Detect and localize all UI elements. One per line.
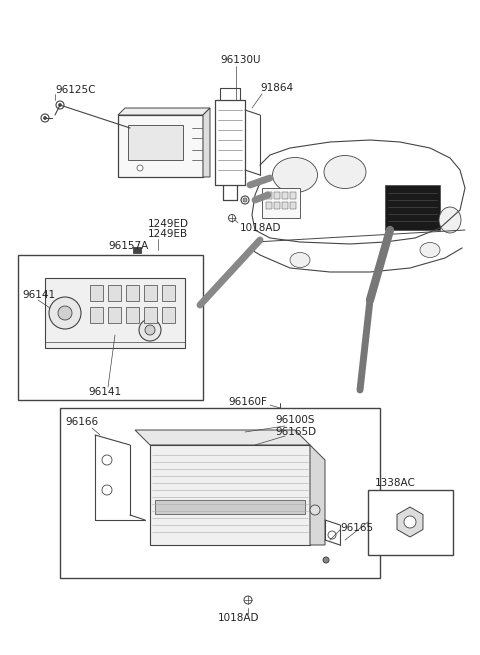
Text: 91864: 91864 [260,83,293,93]
Bar [150,445,310,545]
Bar [266,202,272,209]
Text: 96125C: 96125C [55,85,96,95]
Circle shape [58,306,72,320]
Bar [144,285,157,301]
Text: 96166: 96166 [65,417,98,427]
Text: 96157A: 96157A [108,241,148,251]
Polygon shape [203,108,210,177]
Text: 96141: 96141 [22,290,55,300]
Bar [385,185,440,230]
Text: 96141: 96141 [88,387,121,397]
Bar [266,192,272,199]
Text: 96165D: 96165D [275,427,316,437]
Circle shape [102,455,112,465]
Circle shape [243,198,247,202]
Circle shape [244,596,252,604]
Ellipse shape [273,157,317,193]
Ellipse shape [290,252,310,267]
Ellipse shape [439,207,461,233]
Circle shape [44,117,47,119]
Circle shape [102,485,112,495]
Circle shape [139,319,161,341]
Circle shape [59,103,61,107]
Text: 1018AD: 1018AD [240,223,281,233]
Bar [162,285,175,301]
Text: 96130U: 96130U [220,55,261,65]
Circle shape [241,196,249,204]
Polygon shape [135,430,310,445]
Circle shape [228,214,236,221]
Circle shape [49,297,81,329]
Circle shape [145,325,155,335]
Bar [126,307,139,323]
Bar [282,202,288,209]
Bar [128,125,183,160]
Text: 1249ED: 1249ED [148,219,189,229]
Bar [18,255,203,400]
Text: 96100S: 96100S [275,415,314,425]
Bar [274,202,280,209]
Bar [108,285,121,301]
Bar [290,202,296,209]
Polygon shape [118,108,210,115]
Bar [368,490,453,555]
Circle shape [404,516,416,528]
Circle shape [310,505,320,515]
Bar [162,307,175,323]
Ellipse shape [324,155,366,189]
Text: 96165: 96165 [340,523,373,533]
Bar [133,247,141,253]
Text: 96160F: 96160F [228,397,267,407]
Bar [90,285,103,301]
Bar [282,192,288,199]
Circle shape [137,165,143,171]
Bar [290,192,296,199]
Bar [60,408,380,578]
Text: 1249EB: 1249EB [148,229,188,239]
Text: 1018AD: 1018AD [218,613,260,623]
Bar [90,307,103,323]
Circle shape [56,101,64,109]
Circle shape [41,114,49,122]
Bar [126,285,139,301]
Ellipse shape [420,242,440,257]
Text: 1338AC: 1338AC [375,478,416,488]
Bar [45,278,185,348]
Bar [118,115,203,177]
Bar [274,192,280,199]
Polygon shape [310,445,325,545]
Bar [262,188,300,218]
Circle shape [328,531,336,539]
Bar [144,307,157,323]
Bar [108,307,121,323]
Circle shape [323,557,329,563]
Bar [155,500,305,514]
